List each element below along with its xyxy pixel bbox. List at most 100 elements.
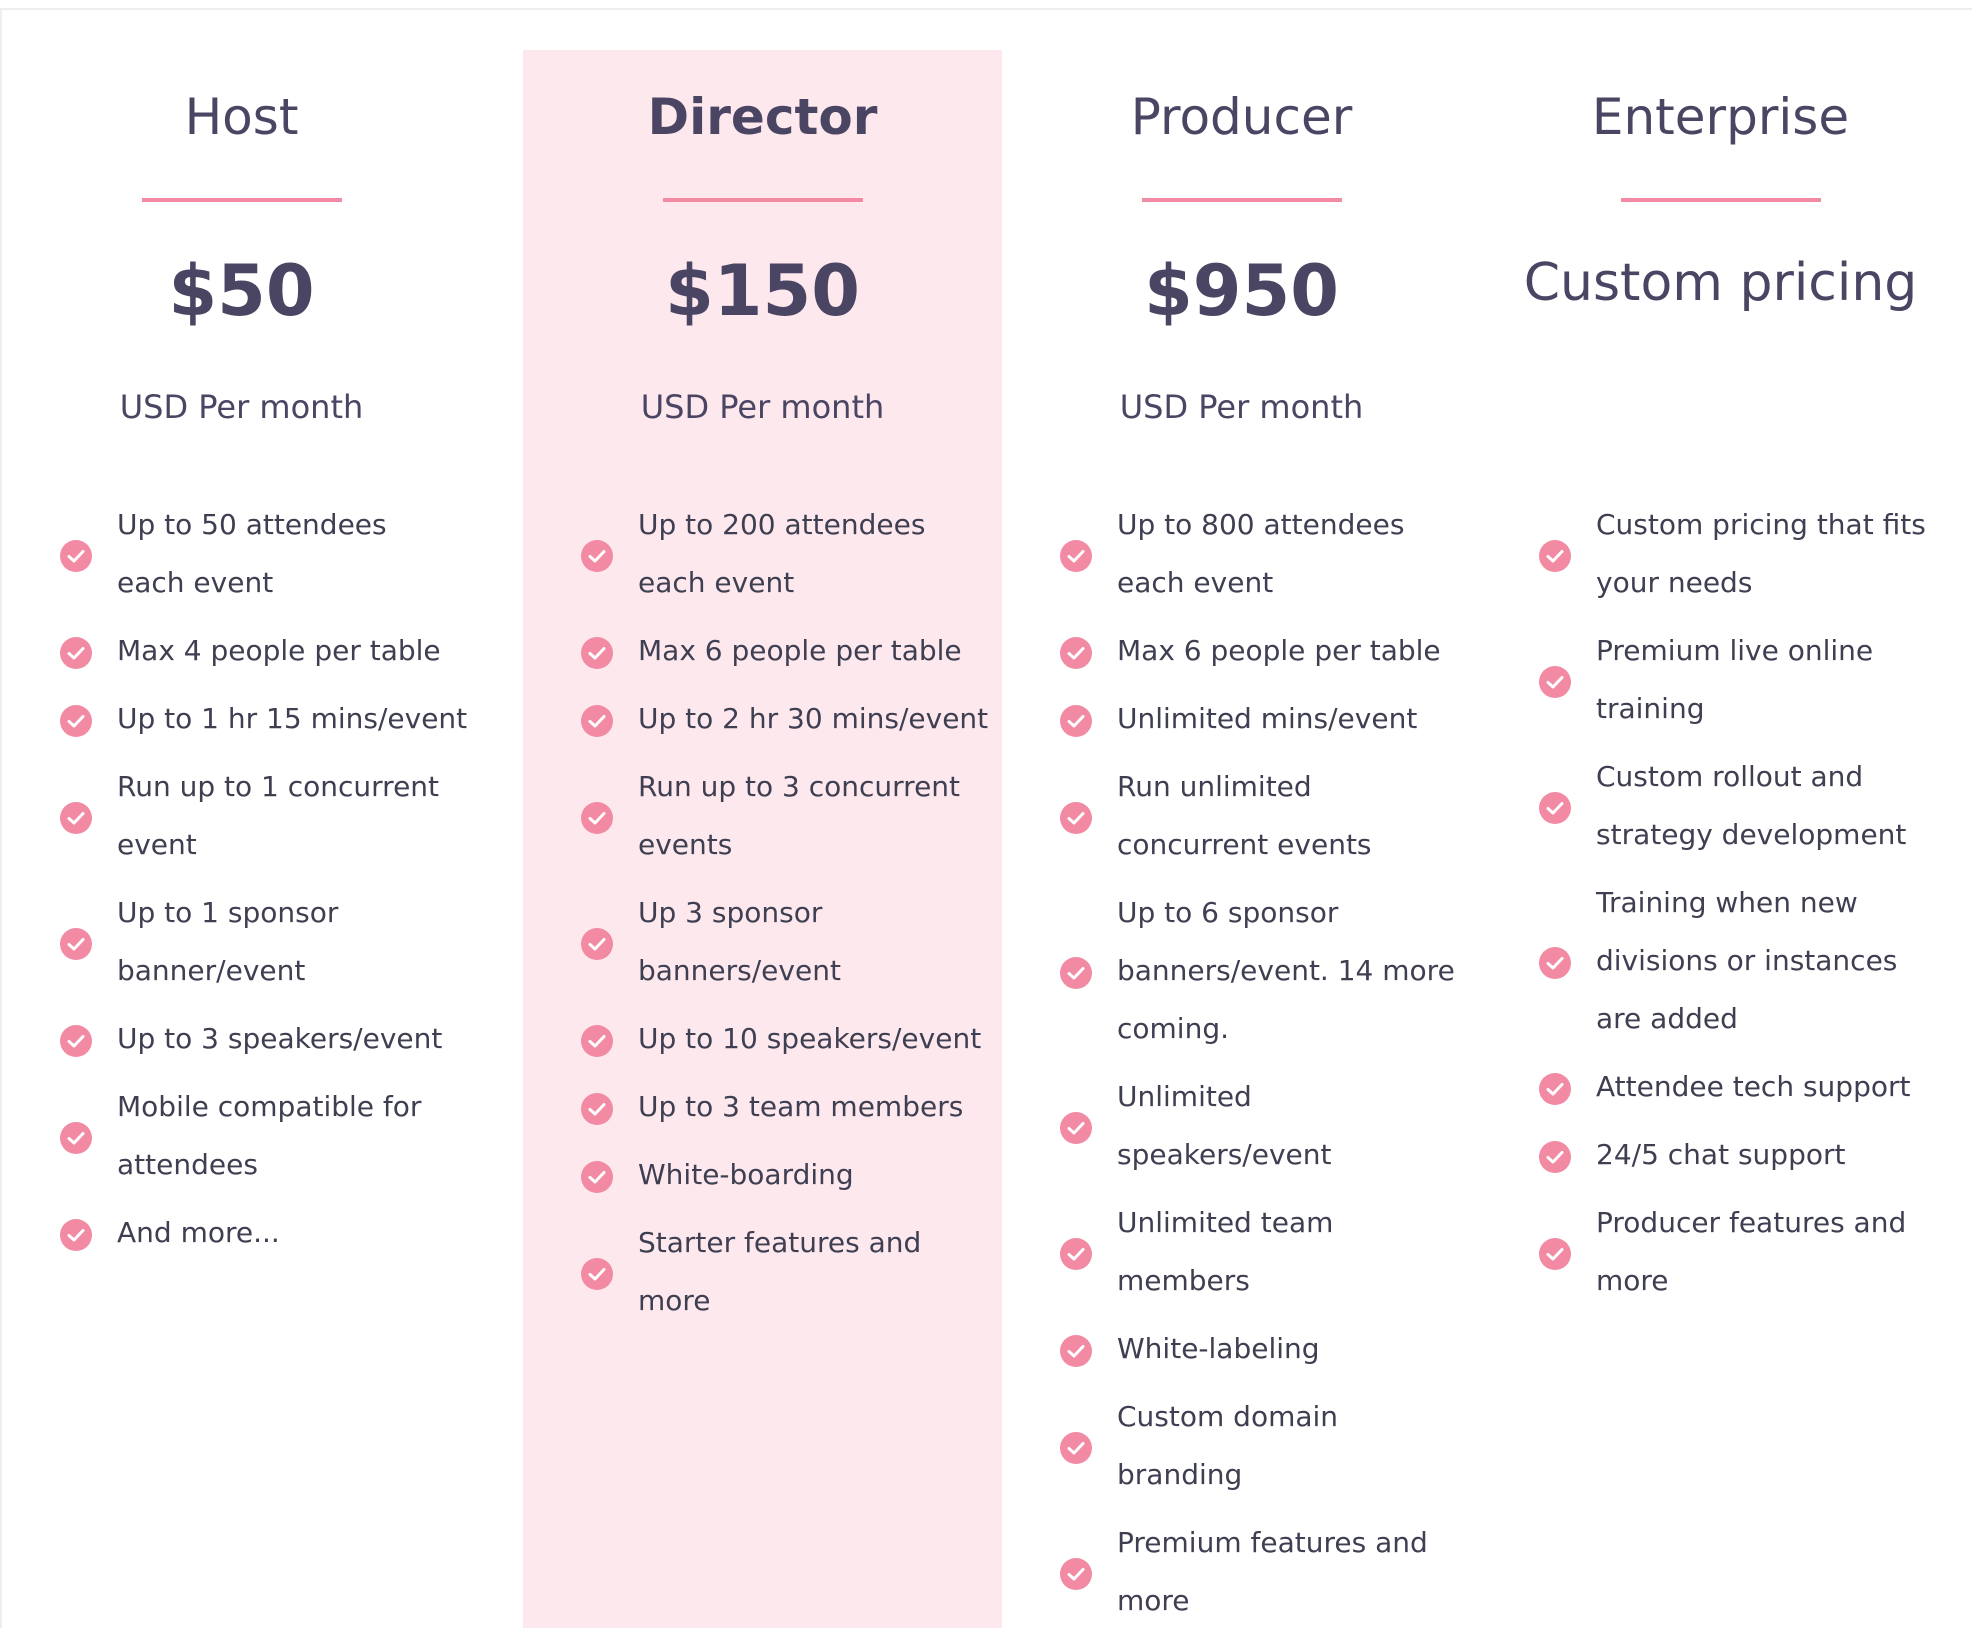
- check-circle-icon: [60, 637, 92, 669]
- plan-card-director: Director $150 USD Per month Up to 200 at…: [523, 50, 1002, 1628]
- feature-text: Up 3 sponsor banners/event: [638, 896, 841, 987]
- feature-item: Mobile compatible for attendees: [60, 1078, 469, 1194]
- pricing-table: Host $50 USD Per month Up to 50 attendee…: [2, 50, 1972, 1628]
- feature-item: Run up to 1 concurrent event: [60, 758, 469, 874]
- feature-item: White-boarding: [581, 1146, 990, 1204]
- feature-list: Up to 800 attendees each event Max 6 peop…: [1060, 496, 1469, 1640]
- check-circle-icon: [1539, 540, 1571, 572]
- feature-text: Up to 2 hr 30 mins/event: [638, 702, 989, 735]
- plan-card-enterprise: Enterprise Custom pricing Custom pricing…: [1481, 50, 1960, 1628]
- check-circle-icon: [1060, 1558, 1092, 1590]
- plan-name: Director: [647, 88, 878, 146]
- check-circle-icon: [581, 1025, 613, 1057]
- feature-text: Up to 50 attendees each event: [117, 508, 387, 599]
- feature-item: Attendee tech support: [1539, 1058, 1948, 1116]
- plan-divider: [1620, 198, 1821, 202]
- feature-text: 24/5 chat support: [1596, 1138, 1846, 1171]
- plan-price: Custom pricing: [1523, 253, 1918, 313]
- feature-list: Custom pricing that fits your needs Premi…: [1539, 496, 1948, 1320]
- feature-item: Up to 50 attendees each event: [60, 496, 469, 612]
- feature-text: Producer features and more: [1596, 1206, 1907, 1297]
- feature-text: Run up to 3 concurrent events: [638, 770, 961, 861]
- feature-item: Run unlimited concurrent events: [1060, 758, 1469, 874]
- feature-text: Attendee tech support: [1596, 1070, 1911, 1103]
- feature-list: Up to 200 attendees each event Max 6 peop…: [581, 496, 990, 1340]
- feature-item: Unlimited speakers/event: [1060, 1068, 1469, 1184]
- plan-period: USD Per month: [1119, 388, 1364, 426]
- check-circle-icon: [1060, 540, 1092, 572]
- check-circle-icon: [60, 1219, 92, 1251]
- feature-item: Up to 2 hr 30 mins/event: [581, 690, 990, 748]
- feature-text: Unlimited mins/event: [1117, 702, 1418, 735]
- feature-text: Custom rollout and strategy development: [1596, 760, 1907, 851]
- feature-text: Run unlimited concurrent events: [1117, 770, 1372, 861]
- check-circle-icon: [60, 928, 92, 960]
- feature-text: Premium features and more: [1117, 1526, 1428, 1617]
- feature-item: And more...: [60, 1204, 469, 1262]
- check-circle-icon: [581, 1093, 613, 1125]
- feature-item: Up to 3 team members: [581, 1078, 990, 1136]
- feature-item: Max 4 people per table: [60, 622, 469, 680]
- feature-text: Up to 3 team members: [638, 1090, 964, 1123]
- plan-card-host: Host $50 USD Per month Up to 50 attendee…: [2, 50, 481, 1628]
- plan-price: $50: [168, 250, 315, 332]
- feature-item: Starter features and more: [581, 1214, 990, 1330]
- check-circle-icon: [581, 540, 613, 572]
- feature-text: Up to 200 attendees each event: [638, 508, 926, 599]
- feature-text: Premium live online training: [1596, 634, 1874, 725]
- plan-card-producer: Producer $950 USD Per month Up to 800 at…: [1002, 50, 1481, 1628]
- pricing-frame: [0, 8, 1972, 1628]
- plan-name: Enterprise: [1591, 88, 1850, 146]
- plan-price: $150: [665, 250, 860, 332]
- feature-item: Custom rollout and strategy development: [1539, 748, 1948, 864]
- check-circle-icon: [60, 540, 92, 572]
- feature-item: Max 6 people per table: [1060, 622, 1469, 680]
- plan-name: Producer: [1130, 88, 1353, 146]
- feature-item: Custom pricing that fits your needs: [1539, 496, 1948, 612]
- feature-item: Up to 1 hr 15 mins/event: [60, 690, 469, 748]
- feature-item: Up to 1 sponsor banner/event: [60, 884, 469, 1000]
- feature-text: Up to 10 speakers/event: [638, 1022, 982, 1055]
- check-circle-icon: [60, 1122, 92, 1154]
- feature-item: Unlimited team members: [1060, 1194, 1469, 1310]
- feature-text: Training when new divisions or instances…: [1596, 886, 1898, 1035]
- feature-item: White-labeling: [1060, 1320, 1469, 1378]
- feature-text: Up to 1 hr 15 mins/event: [117, 702, 468, 735]
- check-circle-icon: [1539, 1141, 1571, 1173]
- feature-item: Training when new divisions or instances…: [1539, 874, 1948, 1048]
- feature-item: Up to 200 attendees each event: [581, 496, 990, 612]
- feature-item: Premium live online training: [1539, 622, 1948, 738]
- plan-divider: [141, 198, 342, 202]
- check-circle-icon: [581, 1161, 613, 1193]
- feature-item: Up to 3 speakers/event: [60, 1010, 469, 1068]
- feature-text: Up to 6 sponsor banners/event. 14 more c…: [1117, 896, 1455, 1045]
- feature-item: Run up to 3 concurrent events: [581, 758, 990, 874]
- feature-text: Up to 1 sponsor banner/event: [117, 896, 339, 987]
- check-circle-icon: [1060, 637, 1092, 669]
- check-circle-icon: [1539, 1073, 1571, 1105]
- check-circle-icon: [581, 637, 613, 669]
- check-circle-icon: [1060, 802, 1092, 834]
- check-circle-icon: [1060, 705, 1092, 737]
- feature-text: Unlimited team members: [1117, 1206, 1334, 1297]
- feature-item: Up 3 sponsor banners/event: [581, 884, 990, 1000]
- feature-text: Max 6 people per table: [638, 634, 962, 667]
- feature-list: Up to 50 attendees each event Max 4 peopl…: [60, 496, 469, 1272]
- check-circle-icon: [581, 928, 613, 960]
- feature-text: Starter features and more: [638, 1226, 922, 1317]
- feature-text: Custom domain branding: [1117, 1400, 1339, 1491]
- feature-text: Mobile compatible for attendees: [117, 1090, 422, 1181]
- check-circle-icon: [1060, 1432, 1092, 1464]
- feature-text: Unlimited speakers/event: [1117, 1080, 1332, 1171]
- plan-divider: [1141, 198, 1342, 202]
- check-circle-icon: [1060, 1238, 1092, 1270]
- feature-item: Up to 6 sponsor banners/event. 14 more c…: [1060, 884, 1469, 1058]
- feature-item: Producer features and more: [1539, 1194, 1948, 1310]
- feature-text: Up to 800 attendees each event: [1117, 508, 1405, 599]
- plan-period: USD Per month: [119, 388, 364, 426]
- feature-text: White-labeling: [1117, 1332, 1320, 1365]
- plan-divider: [662, 198, 863, 202]
- check-circle-icon: [1060, 1112, 1092, 1144]
- check-circle-icon: [1539, 666, 1571, 698]
- feature-item: Up to 800 attendees each event: [1060, 496, 1469, 612]
